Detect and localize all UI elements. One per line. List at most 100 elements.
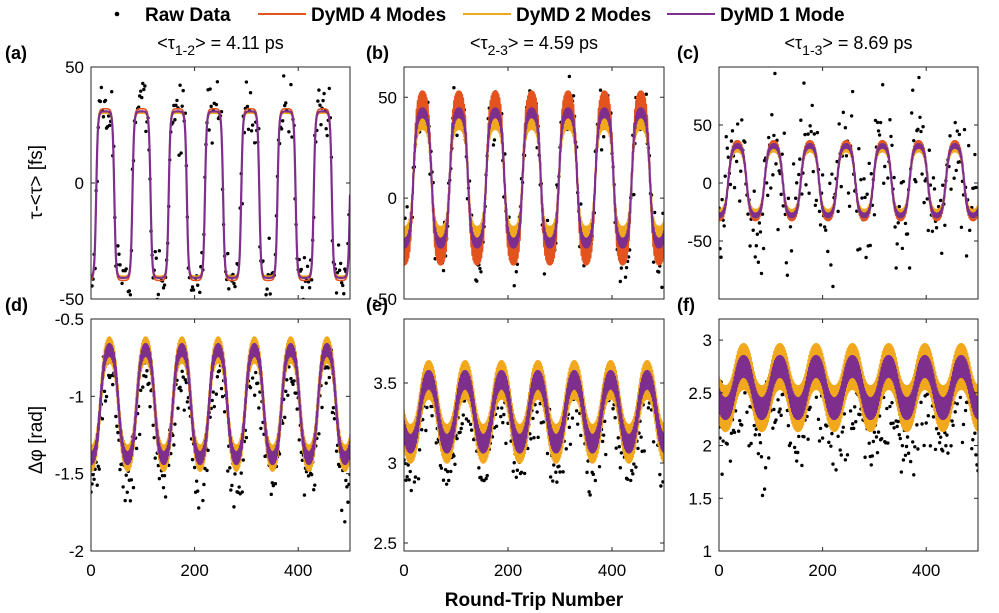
raw-data-point [814, 395, 819, 399]
series-dymd-2-modes [404, 109, 664, 247]
raw-data-point [617, 444, 621, 449]
raw-data-point [419, 428, 424, 432]
raw-data-point [820, 436, 825, 440]
raw-data-point [405, 475, 409, 479]
legend-item: DyMD 1 Mode [667, 5, 845, 26]
raw-data-point [593, 478, 598, 483]
raw-data-point [826, 249, 830, 254]
raw-data-point [338, 261, 343, 266]
raw-data-point [340, 508, 344, 513]
raw-data-point [729, 431, 734, 435]
raw-data-point [185, 400, 190, 404]
y-tick-label: 50 [378, 88, 397, 107]
raw-data-point [128, 293, 133, 297]
raw-data-point [240, 490, 244, 494]
raw-data-point [632, 462, 636, 466]
raw-data-point [206, 448, 210, 453]
axes-box [718, 66, 979, 300]
raw-data-point [774, 162, 778, 166]
raw-data-point [903, 221, 908, 226]
raw-data-point [888, 404, 892, 409]
raw-data-point [294, 391, 298, 395]
raw-data-point [839, 184, 843, 189]
raw-data-point [619, 451, 624, 455]
raw-data-point [219, 386, 224, 391]
raw-data-point [284, 101, 288, 105]
y-tick-label: -1 [69, 387, 84, 406]
raw-data-point [900, 443, 905, 448]
axes-box [90, 318, 351, 552]
raw-data-point [579, 433, 583, 438]
raw-data-point [229, 488, 233, 492]
raw-data-point [246, 127, 251, 132]
raw-data-point [424, 428, 428, 433]
raw-data-point [334, 449, 339, 453]
raw-data-point [948, 134, 952, 138]
raw-data-point [616, 436, 620, 440]
raw-data-point [475, 279, 479, 283]
x-tick-label: 400 [598, 561, 626, 580]
raw-data-point [911, 88, 915, 92]
raw-data-point [843, 458, 848, 462]
raw-data-point [324, 381, 328, 385]
raw-data-point [802, 435, 806, 439]
raw-data-point [806, 437, 810, 441]
raw-data-point [147, 381, 151, 386]
raw-data-point [535, 410, 539, 414]
raw-data-point [129, 478, 134, 482]
panel-b: -50 0 50 (b) <τ2-3> = 4.59 ps [366, 33, 665, 309]
raw-data-point [864, 255, 868, 260]
raw-data-point [809, 129, 813, 134]
raw-data-point [885, 406, 889, 411]
raw-data-point [914, 180, 918, 184]
y-tick-label: 0 [388, 189, 397, 208]
raw-data-point [762, 487, 767, 491]
raw-data-point [860, 196, 864, 200]
raw-data-point [327, 375, 331, 380]
raw-data-point [265, 287, 269, 291]
raw-data-point [268, 292, 272, 296]
raw-data-point [858, 247, 862, 251]
y-tick-label: 2.5 [373, 534, 397, 553]
raw-data-point [939, 435, 943, 439]
raw-data-point [791, 162, 796, 166]
raw-data-point [250, 376, 255, 380]
raw-data-point [771, 173, 775, 177]
raw-data-point [327, 86, 331, 91]
raw-data-point [725, 442, 729, 446]
title-value: > = 4.59 ps [508, 33, 598, 53]
raw-data-point [824, 228, 828, 232]
raw-data-point [753, 433, 757, 437]
raw-data-point [335, 270, 340, 275]
raw-data-point [723, 174, 727, 178]
raw-data-point [732, 185, 737, 190]
raw-data-point [844, 154, 849, 158]
raw-data-point [116, 244, 120, 248]
raw-data-point [568, 442, 573, 446]
raw-data-point [903, 453, 908, 457]
legend-marker [114, 11, 120, 17]
raw-data-point [897, 433, 901, 437]
raw-data-point [131, 485, 136, 490]
raw-data-point [907, 266, 912, 270]
raw-data-point [660, 285, 664, 290]
raw-data-point [439, 466, 444, 470]
title-main: <τ [470, 33, 488, 53]
raw-data-point [336, 243, 341, 247]
raw-data-point [900, 246, 905, 251]
raw-data-point [825, 424, 829, 428]
raw-data-point [124, 473, 128, 477]
raw-data-point [180, 104, 184, 108]
raw-data-point [192, 465, 197, 470]
raw-data-point [237, 301, 240, 304]
raw-data-point [214, 392, 219, 396]
raw-data-point [895, 424, 899, 429]
raw-data-point [212, 404, 216, 409]
raw-data-point [153, 249, 157, 254]
raw-data-point [872, 213, 877, 217]
raw-data-point [191, 288, 196, 292]
raw-data-point [758, 230, 763, 234]
title-subscript: 2-3 [488, 42, 508, 58]
raw-data-point [624, 265, 629, 270]
raw-data-point [758, 441, 763, 445]
